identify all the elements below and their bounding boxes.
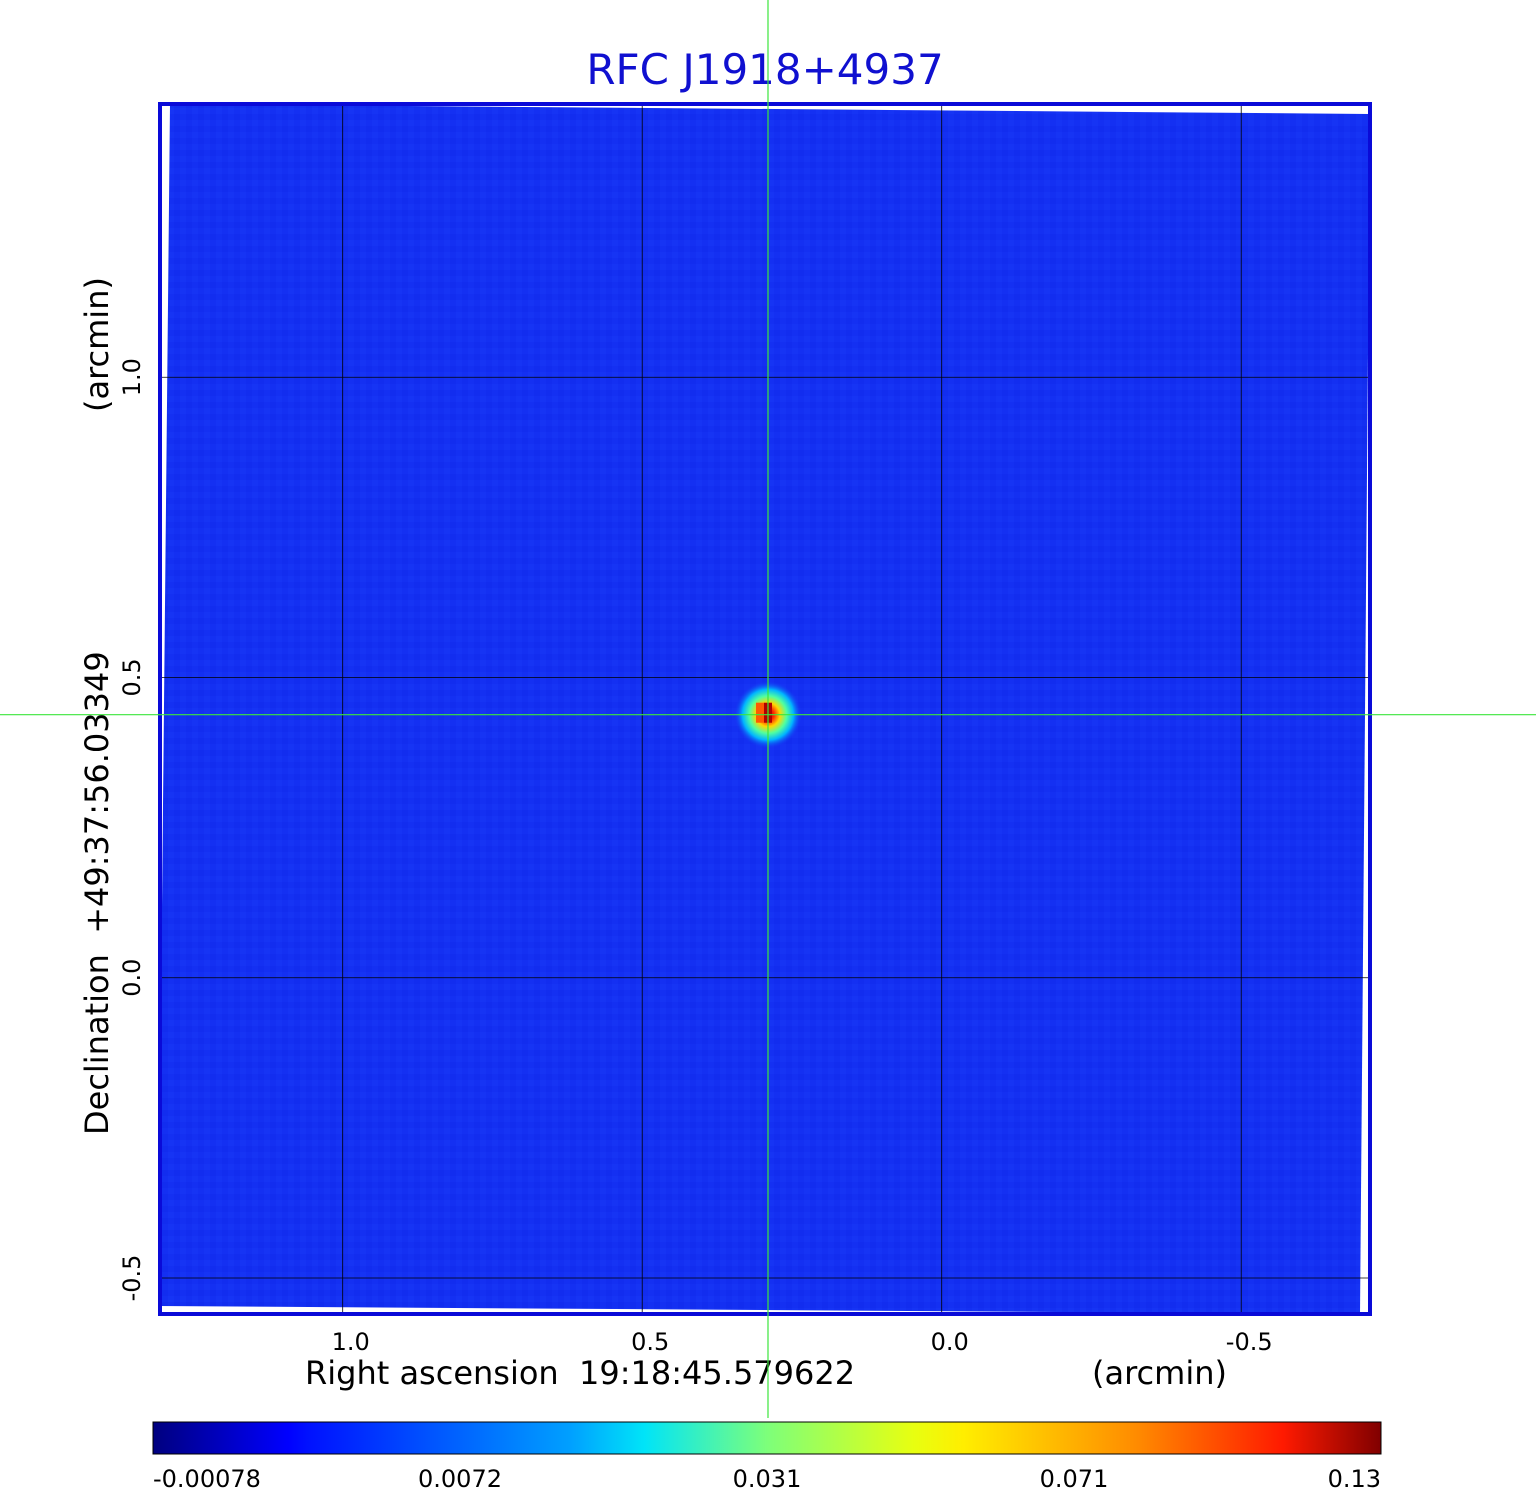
colorbar-gradient bbox=[152, 1421, 1382, 1455]
colorbar-tick-label: 0.071 bbox=[1040, 1465, 1109, 1493]
x-tick-label: -0.5 bbox=[1226, 1328, 1273, 1356]
y-axis-label: Declination +49:37:56.03349 bbox=[78, 651, 116, 1135]
crosshair bbox=[0, 0, 1536, 1418]
x-tick-label: 0.5 bbox=[631, 1328, 669, 1356]
grid-lines bbox=[160, 104, 1370, 1314]
colorbar-ticks: -0.00078 0.0072 0.031 0.071 0.13 bbox=[153, 1465, 1381, 1493]
source-core-left bbox=[755, 702, 764, 723]
x-axis-unit: (arcmin) bbox=[1092, 1354, 1227, 1392]
x-tick-labels: 1.0 0.5 0.0 -0.5 bbox=[332, 1328, 1273, 1356]
chart-title: RFC J1918+4937 bbox=[586, 45, 943, 94]
x-tick-label: 1.0 bbox=[332, 1328, 370, 1356]
y-axis-unit: (arcmin) bbox=[78, 277, 116, 412]
colorbar: -0.00078 0.0072 0.031 0.071 0.13 bbox=[152, 1421, 1382, 1493]
map-frame bbox=[158, 102, 1372, 1316]
y-tick-labels: 1.0 0.5 0.0 -0.5 bbox=[118, 358, 146, 1301]
colorbar-tick-label: 0.0072 bbox=[418, 1465, 502, 1493]
y-tick-label: 0.5 bbox=[118, 658, 146, 696]
y-tick-label: 0.0 bbox=[118, 959, 146, 997]
map-edge-mask-right bbox=[1360, 114, 1370, 1314]
x-tick-label: 0.0 bbox=[931, 1328, 969, 1356]
y-tick-label: 1.0 bbox=[118, 358, 146, 396]
x-axis-label: Right ascension 19:18:45.579622 bbox=[305, 1354, 855, 1392]
map-edge-mask-top bbox=[170, 104, 1370, 114]
colorbar-tick-label: 0.13 bbox=[1328, 1465, 1381, 1493]
colorbar-tick-label: 0.031 bbox=[733, 1465, 802, 1493]
colorbar-tick-label: -0.00078 bbox=[153, 1465, 261, 1493]
y-tick-label: -0.5 bbox=[118, 1255, 146, 1302]
map-panel bbox=[158, 102, 1372, 1316]
